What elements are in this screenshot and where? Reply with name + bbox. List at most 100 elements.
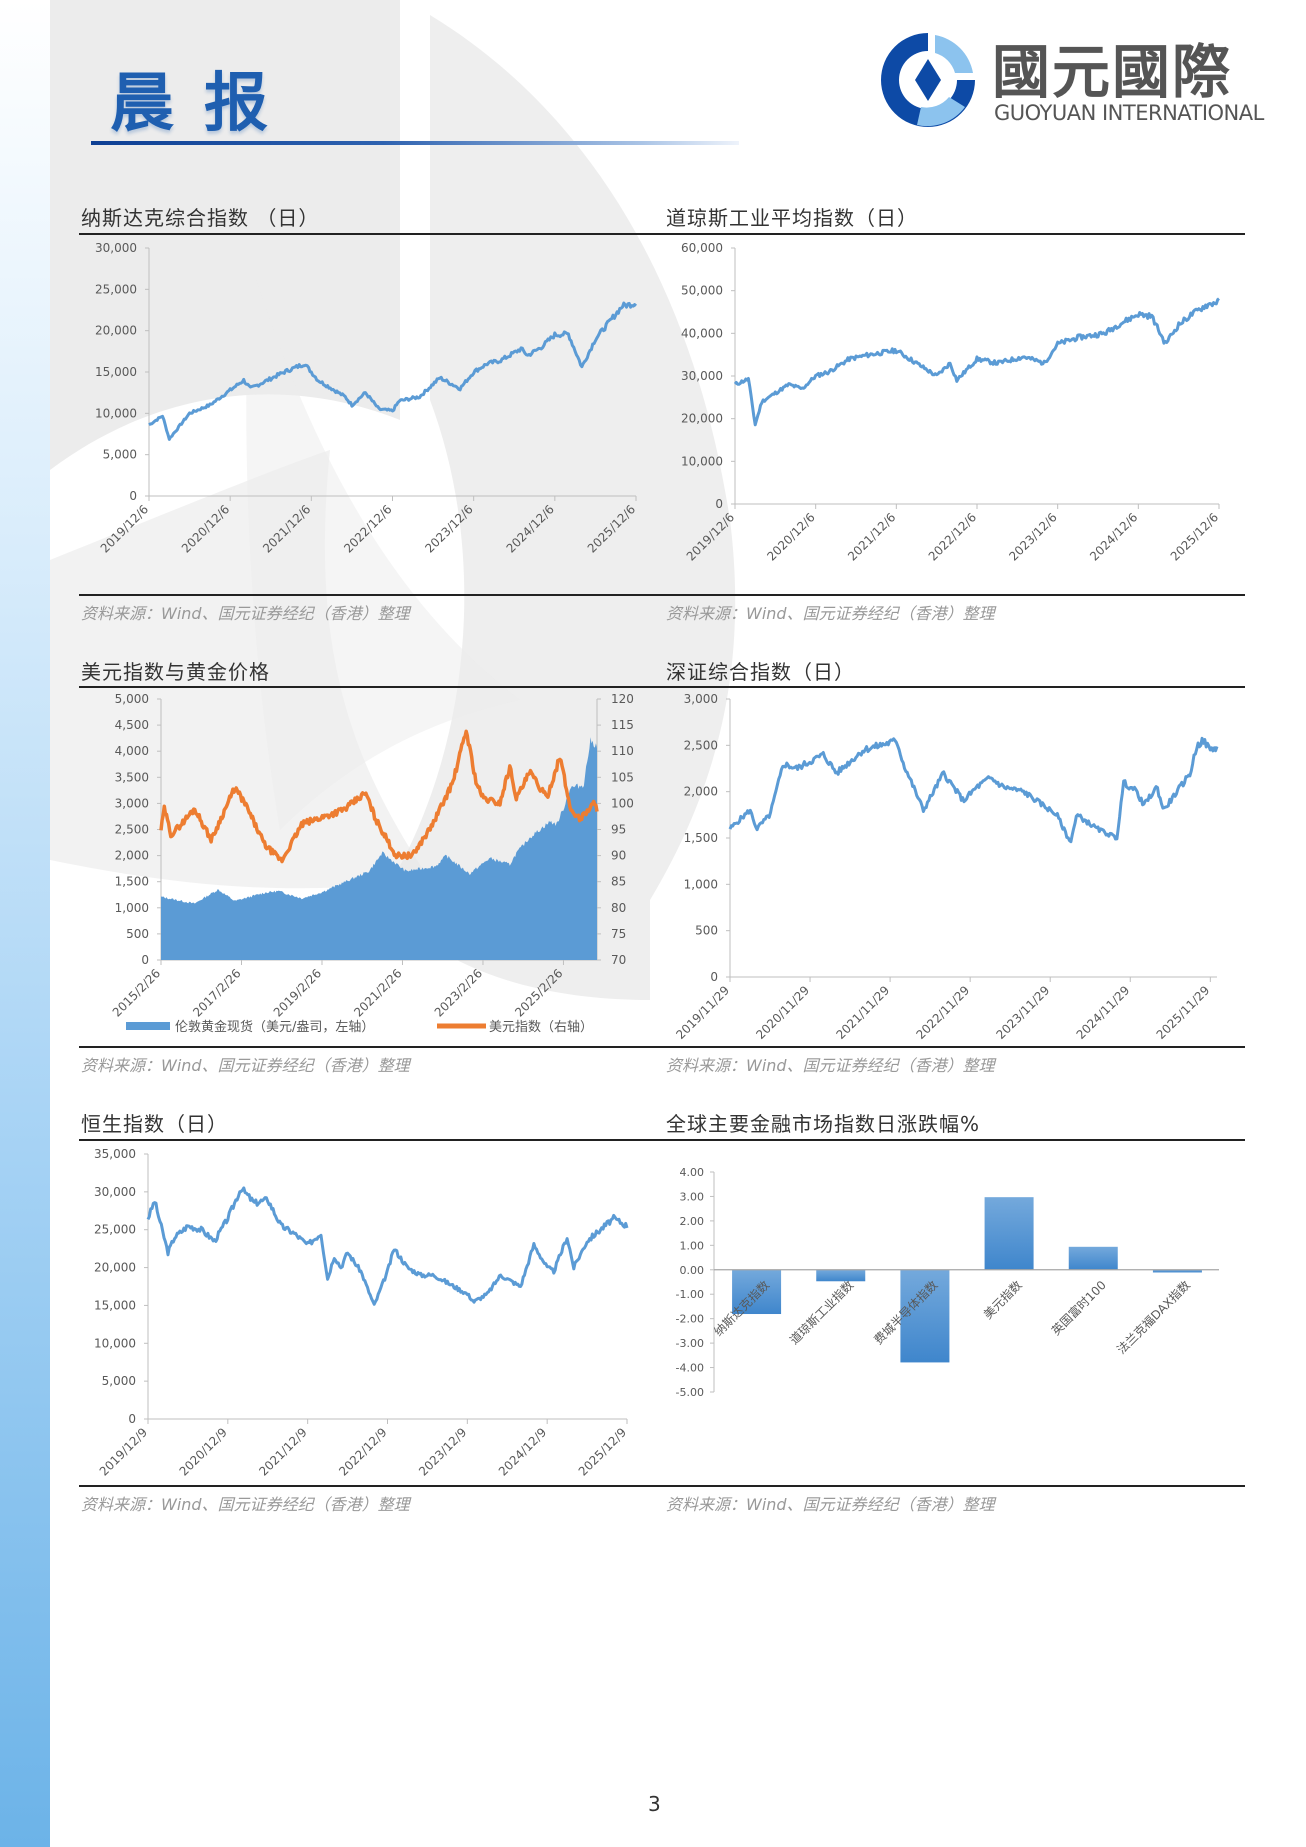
y-tick-label: -2.00	[676, 1313, 704, 1326]
y-tick-label: 70	[611, 953, 626, 967]
y-tick-label: 75	[611, 927, 626, 941]
x-tick-label: 2019/12/6	[684, 510, 737, 563]
x-tick-label: 2022/12/6	[341, 502, 394, 555]
gold-area-series	[161, 737, 597, 960]
x-tick-label: 2019/2/26	[271, 966, 324, 1019]
y-tick-label: 50,000	[681, 284, 723, 298]
category-label: 美元指数	[980, 1277, 1025, 1322]
x-tick-label: 2021/11/29	[833, 983, 892, 1042]
chart-hsi: 0 5,000 10,000 15,000 20,000 25,000 30,000 35,0…	[94, 1147, 629, 1479]
y-tick-label: 3,000	[684, 692, 718, 706]
y-tick-label: 5,000	[115, 692, 149, 706]
y-tick-label: 0	[141, 953, 149, 967]
y-tick-label: 1.00	[680, 1239, 705, 1252]
y-tick-label: 15,000	[95, 365, 137, 379]
x-tick-label: 2019/11/29	[673, 983, 732, 1042]
x-tick-label: 2025/12/6	[585, 502, 638, 555]
logo-english-text: GUOYUAN INTERNATIONAL	[994, 101, 1264, 125]
y-tick-label: 25,000	[94, 1223, 136, 1237]
series-line	[728, 736, 1219, 844]
y-tick-label: 0	[710, 970, 718, 984]
series-line	[733, 297, 1220, 427]
y-tick-label: 40,000	[681, 326, 723, 340]
x-tick-label: 2022/12/9	[336, 1425, 389, 1478]
panel-divider	[79, 1046, 1245, 1048]
y-tick-label: -3.00	[676, 1337, 704, 1350]
bar	[1152, 1269, 1202, 1273]
y-tick-label: 30,000	[94, 1185, 136, 1199]
panel-title-gold-usd: 美元指数与黄金价格	[81, 660, 270, 684]
category-label: 道琼斯工业指数	[786, 1277, 856, 1347]
logo-emblem-icon	[881, 33, 975, 127]
panel-title-hsi: 恒生指数（日）	[81, 1112, 228, 1136]
panel-title-nasdaq: 纳斯达克综合指数 （日）	[81, 206, 320, 230]
series-line	[148, 301, 638, 441]
x-tick-label: 2023/2/26	[432, 966, 485, 1019]
y-tick-label: -1.00	[676, 1288, 704, 1301]
panel-title-global-change: 全球主要金融市场指数日涨跌幅%	[666, 1112, 981, 1136]
legend-label-gold: 伦敦黄金现货（美元/盎司，左轴）	[175, 1019, 374, 1035]
x-tick-label: 2020/12/9	[177, 1425, 230, 1478]
x-tick-label: 2021/12/6	[845, 510, 898, 563]
y-tick-label: 2,000	[684, 785, 718, 799]
bar	[1068, 1246, 1118, 1270]
chart-szcomp: 0 500 1,000 1,500 2,000 2,500 3,000 2019/11/29 2…	[673, 692, 1219, 1042]
panel-divider	[79, 233, 1245, 235]
y-tick-label: 60,000	[681, 241, 723, 255]
x-tick-label: 2019/12/6	[98, 502, 151, 555]
y-tick-label: 3.00	[680, 1190, 705, 1203]
y-tick-label: 1,000	[115, 901, 149, 915]
x-tick-label: 2024/11/29	[1074, 983, 1133, 1042]
legend-swatch-gold	[126, 1022, 170, 1030]
y-tick-label: 4,000	[115, 744, 149, 758]
y-tick-label: 105	[611, 770, 634, 784]
chart-nasdaq: 0 5,000 10,000 15,000 20,000 25,000 30,000 2019…	[95, 241, 638, 556]
x-tick-label: 2023/12/6	[1006, 510, 1059, 563]
y-tick-label: 20,000	[95, 324, 137, 338]
x-tick-label: 2025/2/26	[512, 966, 565, 1019]
panel-divider	[79, 686, 1245, 688]
y-tick-label: 3,000	[115, 796, 149, 810]
y-tick-label: 1,500	[684, 831, 718, 845]
x-tick-label: 2023/12/9	[416, 1425, 469, 1478]
x-tick-label: 2015/2/26	[110, 966, 163, 1019]
y-tick-label: 5,000	[102, 1374, 136, 1388]
y-tick-label: 95	[611, 823, 626, 837]
x-tick-label: 2025/12/9	[576, 1425, 629, 1478]
bar	[984, 1197, 1034, 1270]
y-tick-label: 30,000	[95, 241, 137, 255]
y-tick-label: 30,000	[681, 369, 723, 383]
y-tick-label: 2.00	[680, 1215, 705, 1228]
category-label: 法兰克福DAX指数	[1114, 1277, 1194, 1357]
source-note-global-change: 资料来源：Wind、国元证券经纪（香港）整理	[666, 1495, 995, 1514]
y-tick-label: 20,000	[681, 412, 723, 426]
x-tick-label: 2023/12/6	[422, 502, 475, 555]
bar	[732, 1269, 782, 1315]
y-tick-label: 0	[715, 497, 723, 511]
x-tick-label: 2017/2/26	[190, 966, 243, 1019]
category-label: 英国富时100	[1048, 1277, 1109, 1338]
y-tick-label: 1,500	[115, 875, 149, 889]
usd-index-line-series	[159, 729, 599, 864]
panel-divider	[79, 594, 1245, 596]
legend-label-usd: 美元指数（右轴）	[489, 1020, 593, 1035]
y-tick-label: 0	[129, 489, 137, 503]
chart-global-change: -5.00 -4.00 -3.00 -2.00 -1.00 0.00 1.00 2.00 3.0…	[676, 1166, 1219, 1399]
report-title: 晨报	[110, 66, 298, 141]
y-tick-label: 80	[611, 901, 626, 915]
left-decorative-strip	[0, 0, 50, 1847]
x-tick-label: 2025/11/29	[1154, 983, 1213, 1042]
y-tick-label: 2,500	[684, 738, 718, 752]
y-tick-label: 10,000	[94, 1336, 136, 1350]
x-tick-label: 2020/11/29	[753, 983, 812, 1042]
y-tick-label: 2,500	[115, 823, 149, 837]
company-logo: 國元國際 GUOYUAN INTERNATIONAL	[877, 29, 1264, 131]
x-tick-label: 2021/12/9	[256, 1425, 309, 1478]
panel-title-szcomp: 深证综合指数（日）	[666, 660, 855, 684]
y-tick-label: 15,000	[94, 1298, 136, 1312]
y-tick-label: 110	[611, 744, 634, 758]
bar	[900, 1269, 950, 1363]
x-tick-label: 2024/12/9	[496, 1425, 549, 1478]
source-note-dow: 资料来源：Wind、国元证券经纪（香港）整理	[666, 604, 995, 623]
y-tick-label: 2,000	[115, 849, 149, 863]
